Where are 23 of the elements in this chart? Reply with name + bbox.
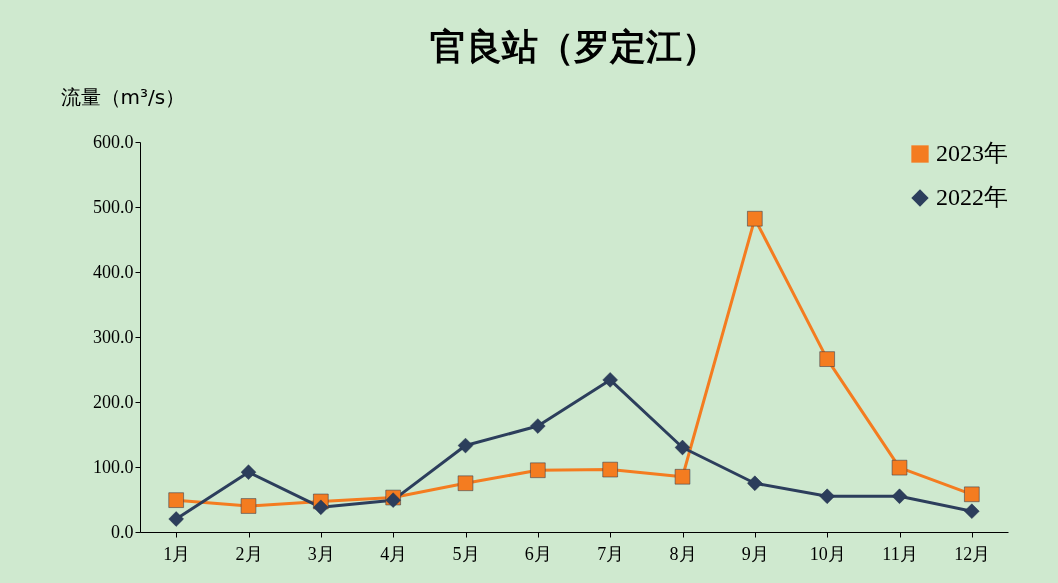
x-tick-label: 4月 [380, 543, 408, 564]
x-tick-label: 1月 [163, 543, 191, 564]
x-tick-label: 7月 [597, 543, 625, 564]
x-tick-label: 9月 [741, 543, 769, 564]
y-tick-label: 400.0 [93, 261, 134, 282]
x-tick-label: 8月 [669, 543, 697, 564]
y-tick-label: 300.0 [93, 326, 134, 347]
legend-label: 2022年 [936, 184, 1008, 210]
chart-title: 官良站（罗定江） [430, 26, 718, 67]
y-tick-label: 100.0 [93, 456, 134, 477]
legend-label: 2023年 [936, 140, 1008, 166]
x-tick-label: 10月 [809, 543, 846, 564]
y-tick-label: 600.0 [93, 131, 134, 152]
y-tick-label: 0.0 [111, 521, 134, 542]
x-tick-label: 2月 [235, 543, 263, 564]
x-tick-label: 6月 [524, 543, 552, 564]
x-tick-label: 12月 [954, 543, 991, 564]
x-tick-label: 3月 [307, 543, 335, 564]
x-tick-label: 5月 [452, 543, 480, 564]
x-tick-label: 11月 [882, 543, 918, 564]
y-tick-label: 500.0 [93, 196, 134, 217]
y-tick-label: 200.0 [93, 391, 134, 412]
y-axis-title: 流量（m³/s） [60, 84, 186, 109]
